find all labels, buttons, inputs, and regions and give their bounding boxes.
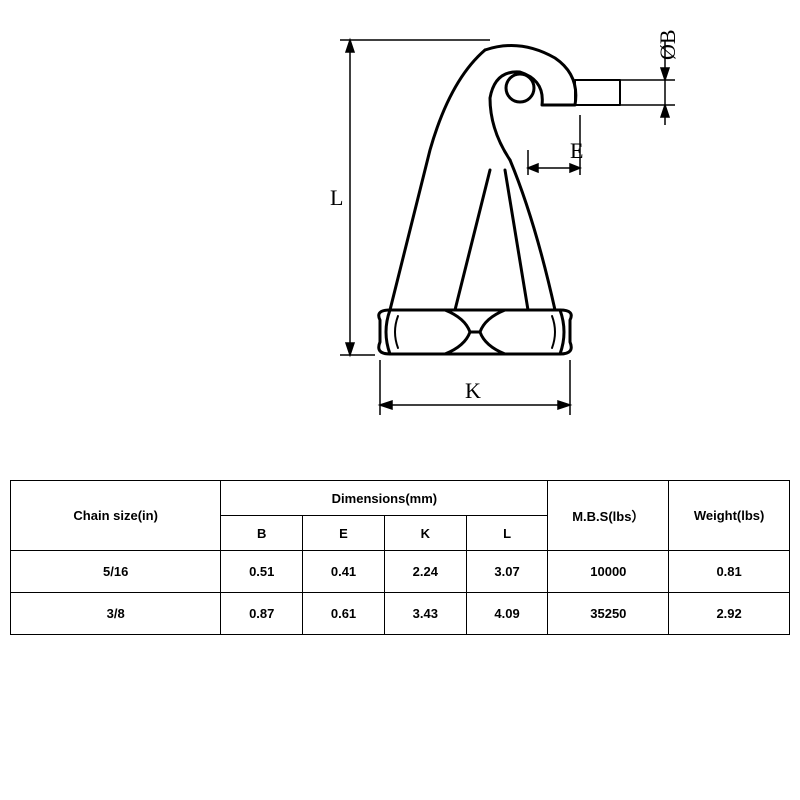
hook-drawing-svg: L K E ØB bbox=[280, 20, 720, 440]
header-dimensions: Dimensions(mm) bbox=[221, 481, 548, 516]
dim-label-E: E bbox=[570, 138, 583, 163]
cell-B: 0.51 bbox=[221, 551, 303, 593]
cell-weight: 2.92 bbox=[669, 593, 790, 635]
cell-L: 4.09 bbox=[466, 593, 548, 635]
dim-label-K: K bbox=[465, 378, 481, 403]
dim-label-OB: ØB bbox=[655, 29, 680, 60]
header-K: K bbox=[384, 516, 466, 551]
cell-mbs: 35250 bbox=[548, 593, 669, 635]
header-mbs: M.B.S(lbs） bbox=[548, 481, 669, 551]
cell-chain: 5/16 bbox=[11, 551, 221, 593]
cell-E: 0.41 bbox=[303, 551, 385, 593]
technical-diagram: L K E ØB bbox=[280, 20, 720, 440]
dim-label-L: L bbox=[330, 185, 343, 210]
cell-weight: 0.81 bbox=[669, 551, 790, 593]
cell-E: 0.61 bbox=[303, 593, 385, 635]
table-row: 5/16 0.51 0.41 2.24 3.07 10000 0.81 bbox=[11, 551, 790, 593]
header-chain-size: Chain size(in) bbox=[11, 481, 221, 551]
cell-L: 3.07 bbox=[466, 551, 548, 593]
cell-B: 0.87 bbox=[221, 593, 303, 635]
table-row: 3/8 0.87 0.61 3.43 4.09 35250 2.92 bbox=[11, 593, 790, 635]
cell-K: 2.24 bbox=[384, 551, 466, 593]
cell-mbs: 10000 bbox=[548, 551, 669, 593]
cell-K: 3.43 bbox=[384, 593, 466, 635]
spec-table-container: Chain size(in) Dimensions(mm) M.B.S(lbs）… bbox=[10, 480, 790, 635]
cell-chain: 3/8 bbox=[11, 593, 221, 635]
header-B: B bbox=[221, 516, 303, 551]
header-L: L bbox=[466, 516, 548, 551]
header-E: E bbox=[303, 516, 385, 551]
header-weight: Weight(lbs) bbox=[669, 481, 790, 551]
spec-table: Chain size(in) Dimensions(mm) M.B.S(lbs）… bbox=[10, 480, 790, 635]
